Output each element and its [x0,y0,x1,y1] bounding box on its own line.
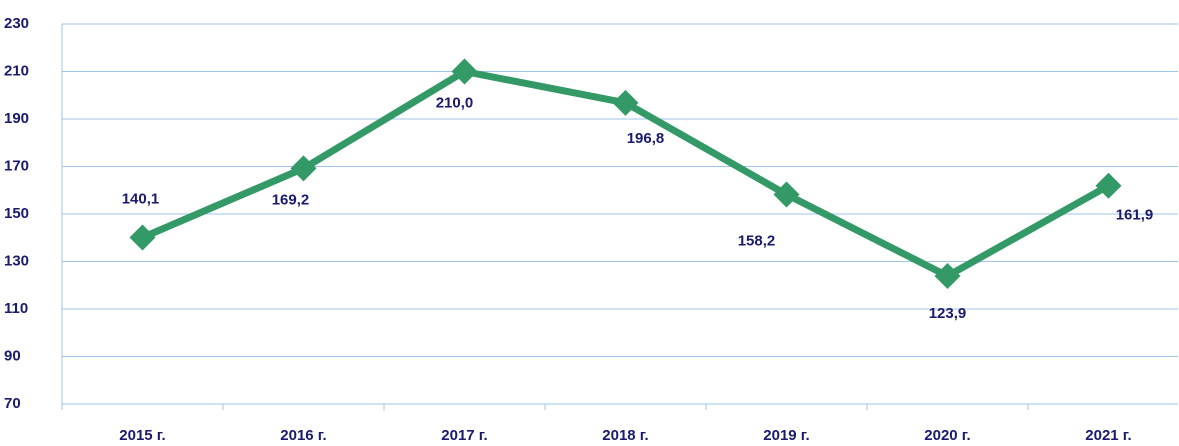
y-tick-label: 150 [4,205,29,222]
data-label: 196,8 [627,130,665,147]
marker [934,262,961,289]
data-label: 210,0 [436,94,474,111]
x-tick-label: 2019 г. [763,427,809,444]
y-tick-label: 70 [4,395,21,412]
y-tick-label: 210 [4,62,29,79]
data-label: 161,9 [1116,207,1154,224]
marker [290,155,317,182]
data-label: 140,1 [122,190,160,207]
data-label: 169,2 [272,191,310,208]
y-tick-label: 230 [4,15,29,32]
y-tick-label: 170 [4,157,29,174]
y-tick-label: 110 [4,300,28,317]
x-tick-label: 2020 г. [924,427,970,444]
x-tick-label: 2017 г. [441,427,487,444]
x-tick-label: 2016 г. [280,427,326,444]
marker [773,181,800,208]
data-label: 123,9 [929,305,967,322]
marker [1095,172,1122,199]
marker [129,224,156,251]
x-tick-label: 2021 г. [1085,427,1131,444]
y-tick-label: 190 [4,110,29,127]
x-tick-label: 2015 г. [119,427,165,444]
marker [612,89,639,116]
y-tick-label: 90 [4,347,21,364]
data-label: 158,2 [738,232,776,249]
marker [451,58,478,85]
x-tick-label: 2018 г. [602,427,648,444]
y-tick-label: 130 [4,252,29,269]
